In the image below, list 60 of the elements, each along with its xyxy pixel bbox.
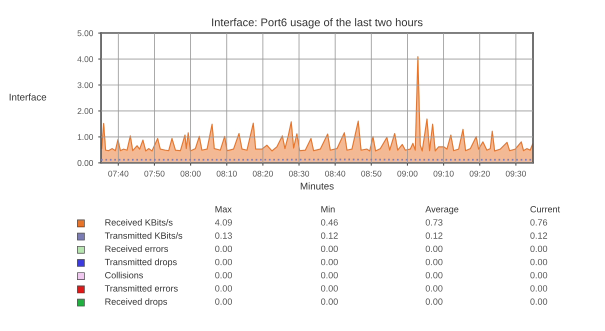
y-tick-label: 0.00: [78, 160, 94, 166]
text: 0.00: [530, 246, 548, 252]
text: 0.00: [530, 258, 548, 266]
x-tick-label: 09:30: [506, 170, 526, 177]
legend-label: Transmitted KBits/s: [104, 232, 182, 239]
x-tick-label: 08:40: [325, 170, 346, 177]
legend-label: Transmitted drops: [104, 258, 177, 268]
x-tick-label: 09:20: [470, 170, 490, 177]
y-tick-label: 3.00: [77, 82, 94, 88]
text: 0.00: [321, 298, 338, 305]
legend-label: Collisions: [105, 272, 143, 278]
text: 0.00: [530, 285, 548, 292]
y-tick-label: 1.00: [78, 134, 94, 140]
text: 0.13: [215, 232, 232, 239]
text: 0.00: [530, 298, 548, 305]
x-tick-label: 07:40: [108, 170, 128, 177]
y-tick-label: 4.00: [77, 56, 94, 62]
x-tick-label: 08:10: [216, 170, 237, 177]
text: 0.00: [426, 272, 443, 278]
legend-label: Transmitted errors: [104, 284, 178, 292]
text: 4.09: [214, 219, 232, 226]
x-axis-title: Minutes: [300, 182, 334, 190]
text: 0.00: [321, 246, 338, 252]
text: Min: [321, 206, 335, 212]
text: 0.00: [321, 272, 338, 278]
text: 0.46: [321, 219, 338, 226]
text: Current: [530, 206, 560, 212]
y-axis-title: Interface: [10, 93, 46, 101]
text: 0.00: [321, 285, 338, 292]
text: 0.12: [426, 232, 442, 239]
legend-label: Received KBits/s: [105, 218, 173, 226]
text: 0.76: [530, 219, 548, 226]
x-tick-label: 07:50: [144, 170, 165, 177]
text: 0.00: [215, 272, 232, 278]
text: 0.12: [530, 232, 548, 239]
text: 0.00: [426, 285, 443, 292]
chart-title: Interface: Port6 usage of the last two hours: [212, 18, 423, 28]
x-tick-label: 08:50: [361, 170, 382, 177]
y-tick-label: 5.00: [78, 30, 94, 36]
text: 0.00: [215, 298, 232, 305]
text: 0.12: [321, 232, 338, 239]
legend-label: Received drops: [105, 298, 168, 307]
text: 0.00: [426, 298, 443, 305]
text: 0.73: [426, 219, 442, 226]
legend-label: Received errors: [105, 245, 168, 252]
x-tick-label: 09:00: [397, 170, 418, 177]
text: 0.00: [426, 246, 443, 252]
text: 0.00: [215, 258, 232, 266]
text: 0.00: [426, 258, 443, 266]
x-tick-label: 08:20: [252, 170, 273, 177]
text: Max: [216, 206, 232, 212]
text: 0.00: [215, 246, 232, 252]
x-tick-label: 08:00: [180, 170, 201, 177]
text: 0.00: [530, 272, 548, 278]
y-tick-label: 2.00: [78, 108, 94, 114]
text: 0.00: [215, 285, 232, 292]
text: Average: [425, 206, 458, 214]
x-tick-label: 09:10: [433, 170, 454, 177]
text: 0.00: [321, 258, 338, 266]
x-tick-label: 08:30: [288, 170, 310, 177]
